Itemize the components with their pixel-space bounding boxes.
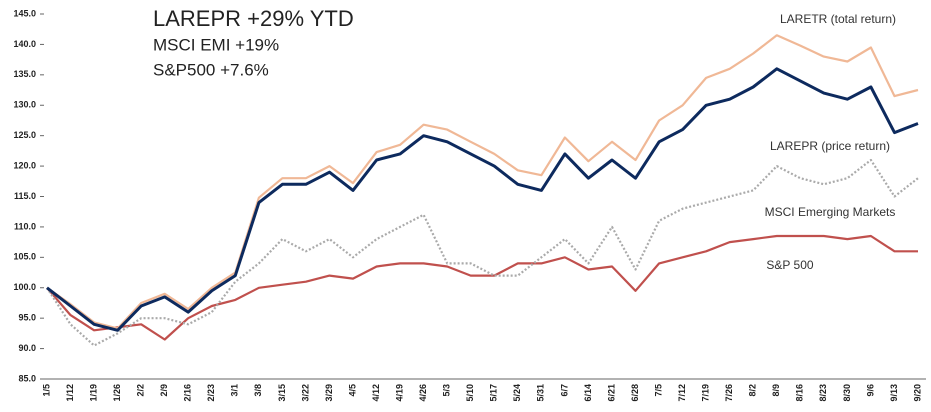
- x-tick-label: 3/22: [300, 384, 310, 402]
- x-tick-label: 4/5: [347, 384, 357, 397]
- y-tick-label: 145.0: [13, 8, 36, 18]
- x-tick-label: 4/19: [394, 384, 404, 402]
- y-tick-label: 85.0: [18, 373, 36, 383]
- y-tick-label: 95.0: [18, 313, 36, 323]
- x-tick-label: 5/3: [442, 384, 452, 397]
- x-tick-label: 9/13: [889, 384, 899, 402]
- x-tick-label: 1/12: [65, 384, 75, 402]
- x-tick-label: 2/2: [136, 384, 146, 397]
- series-line: [46, 67, 919, 332]
- series-label: MSCI Emerging Markets: [765, 205, 896, 219]
- x-tick-label: 7/19: [701, 384, 711, 402]
- x-tick-label: 7/12: [677, 384, 687, 402]
- series-line: [46, 158, 919, 347]
- series-line: [46, 34, 919, 330]
- x-tick-label: 9/6: [865, 384, 875, 397]
- y-tick-label: 100.0: [13, 282, 36, 292]
- x-tick-label: 8/30: [842, 384, 852, 402]
- x-tick-label: 7/26: [724, 384, 734, 402]
- series-label: LARETR (total return): [780, 12, 896, 26]
- x-tick-label: 8/23: [818, 384, 828, 402]
- x-tick-label: 1/26: [112, 384, 122, 402]
- annotation: S&P500 +7.6%: [153, 60, 269, 79]
- annotation: MSCI EMI +19%: [153, 35, 279, 54]
- x-tick-label: 3/29: [324, 384, 334, 402]
- y-tick-label: 125.0: [13, 130, 36, 140]
- x-tick-label: 4/12: [371, 384, 381, 402]
- x-tick-label: 6/14: [583, 384, 593, 402]
- y-tick-label: 90.0: [18, 343, 36, 353]
- annotation: LAREPR +29% YTD: [153, 6, 354, 31]
- x-tick-label: 8/16: [795, 384, 805, 402]
- x-tick-label: 5/17: [489, 384, 499, 402]
- x-tick-label: 8/9: [771, 384, 781, 397]
- y-tick-label: 115.0: [14, 191, 36, 201]
- x-tick-label: 2/16: [183, 384, 193, 402]
- y-tick-label: 135.0: [13, 69, 36, 79]
- x-tick-label: 2/9: [159, 384, 169, 397]
- x-tick-label: 3/8: [253, 384, 263, 397]
- x-tick-label: 8/2: [748, 384, 758, 397]
- x-tick-label: 6/21: [606, 384, 616, 402]
- y-tick-label: 110.0: [14, 221, 36, 231]
- x-tick-label: 6/7: [559, 384, 569, 397]
- series-label: S&P 500: [766, 258, 813, 272]
- y-tick-label: 140.0: [13, 39, 36, 49]
- x-tick-label: 7/5: [653, 384, 663, 397]
- x-tick-label: 4/26: [418, 384, 428, 402]
- x-tick-label: 9/20: [912, 384, 922, 402]
- x-tick-label: 5/31: [536, 384, 546, 402]
- series-line: [46, 234, 918, 341]
- y-tick-label: 120.0: [13, 160, 36, 170]
- x-tick-label: 2/23: [206, 384, 216, 402]
- series-label: LAREPR (price return): [770, 139, 890, 153]
- x-tick-label: 6/28: [630, 384, 640, 402]
- x-tick-label: 1/19: [88, 384, 98, 402]
- x-tick-label: 5/10: [465, 384, 475, 402]
- x-tick-label: 3/15: [277, 384, 287, 402]
- x-tick-label: 3/1: [230, 384, 240, 397]
- y-tick-label: 105.0: [13, 252, 36, 262]
- y-tick-label: 130.0: [13, 100, 36, 110]
- x-tick-label: 5/24: [512, 384, 522, 402]
- x-tick-label: 1/5: [41, 384, 51, 397]
